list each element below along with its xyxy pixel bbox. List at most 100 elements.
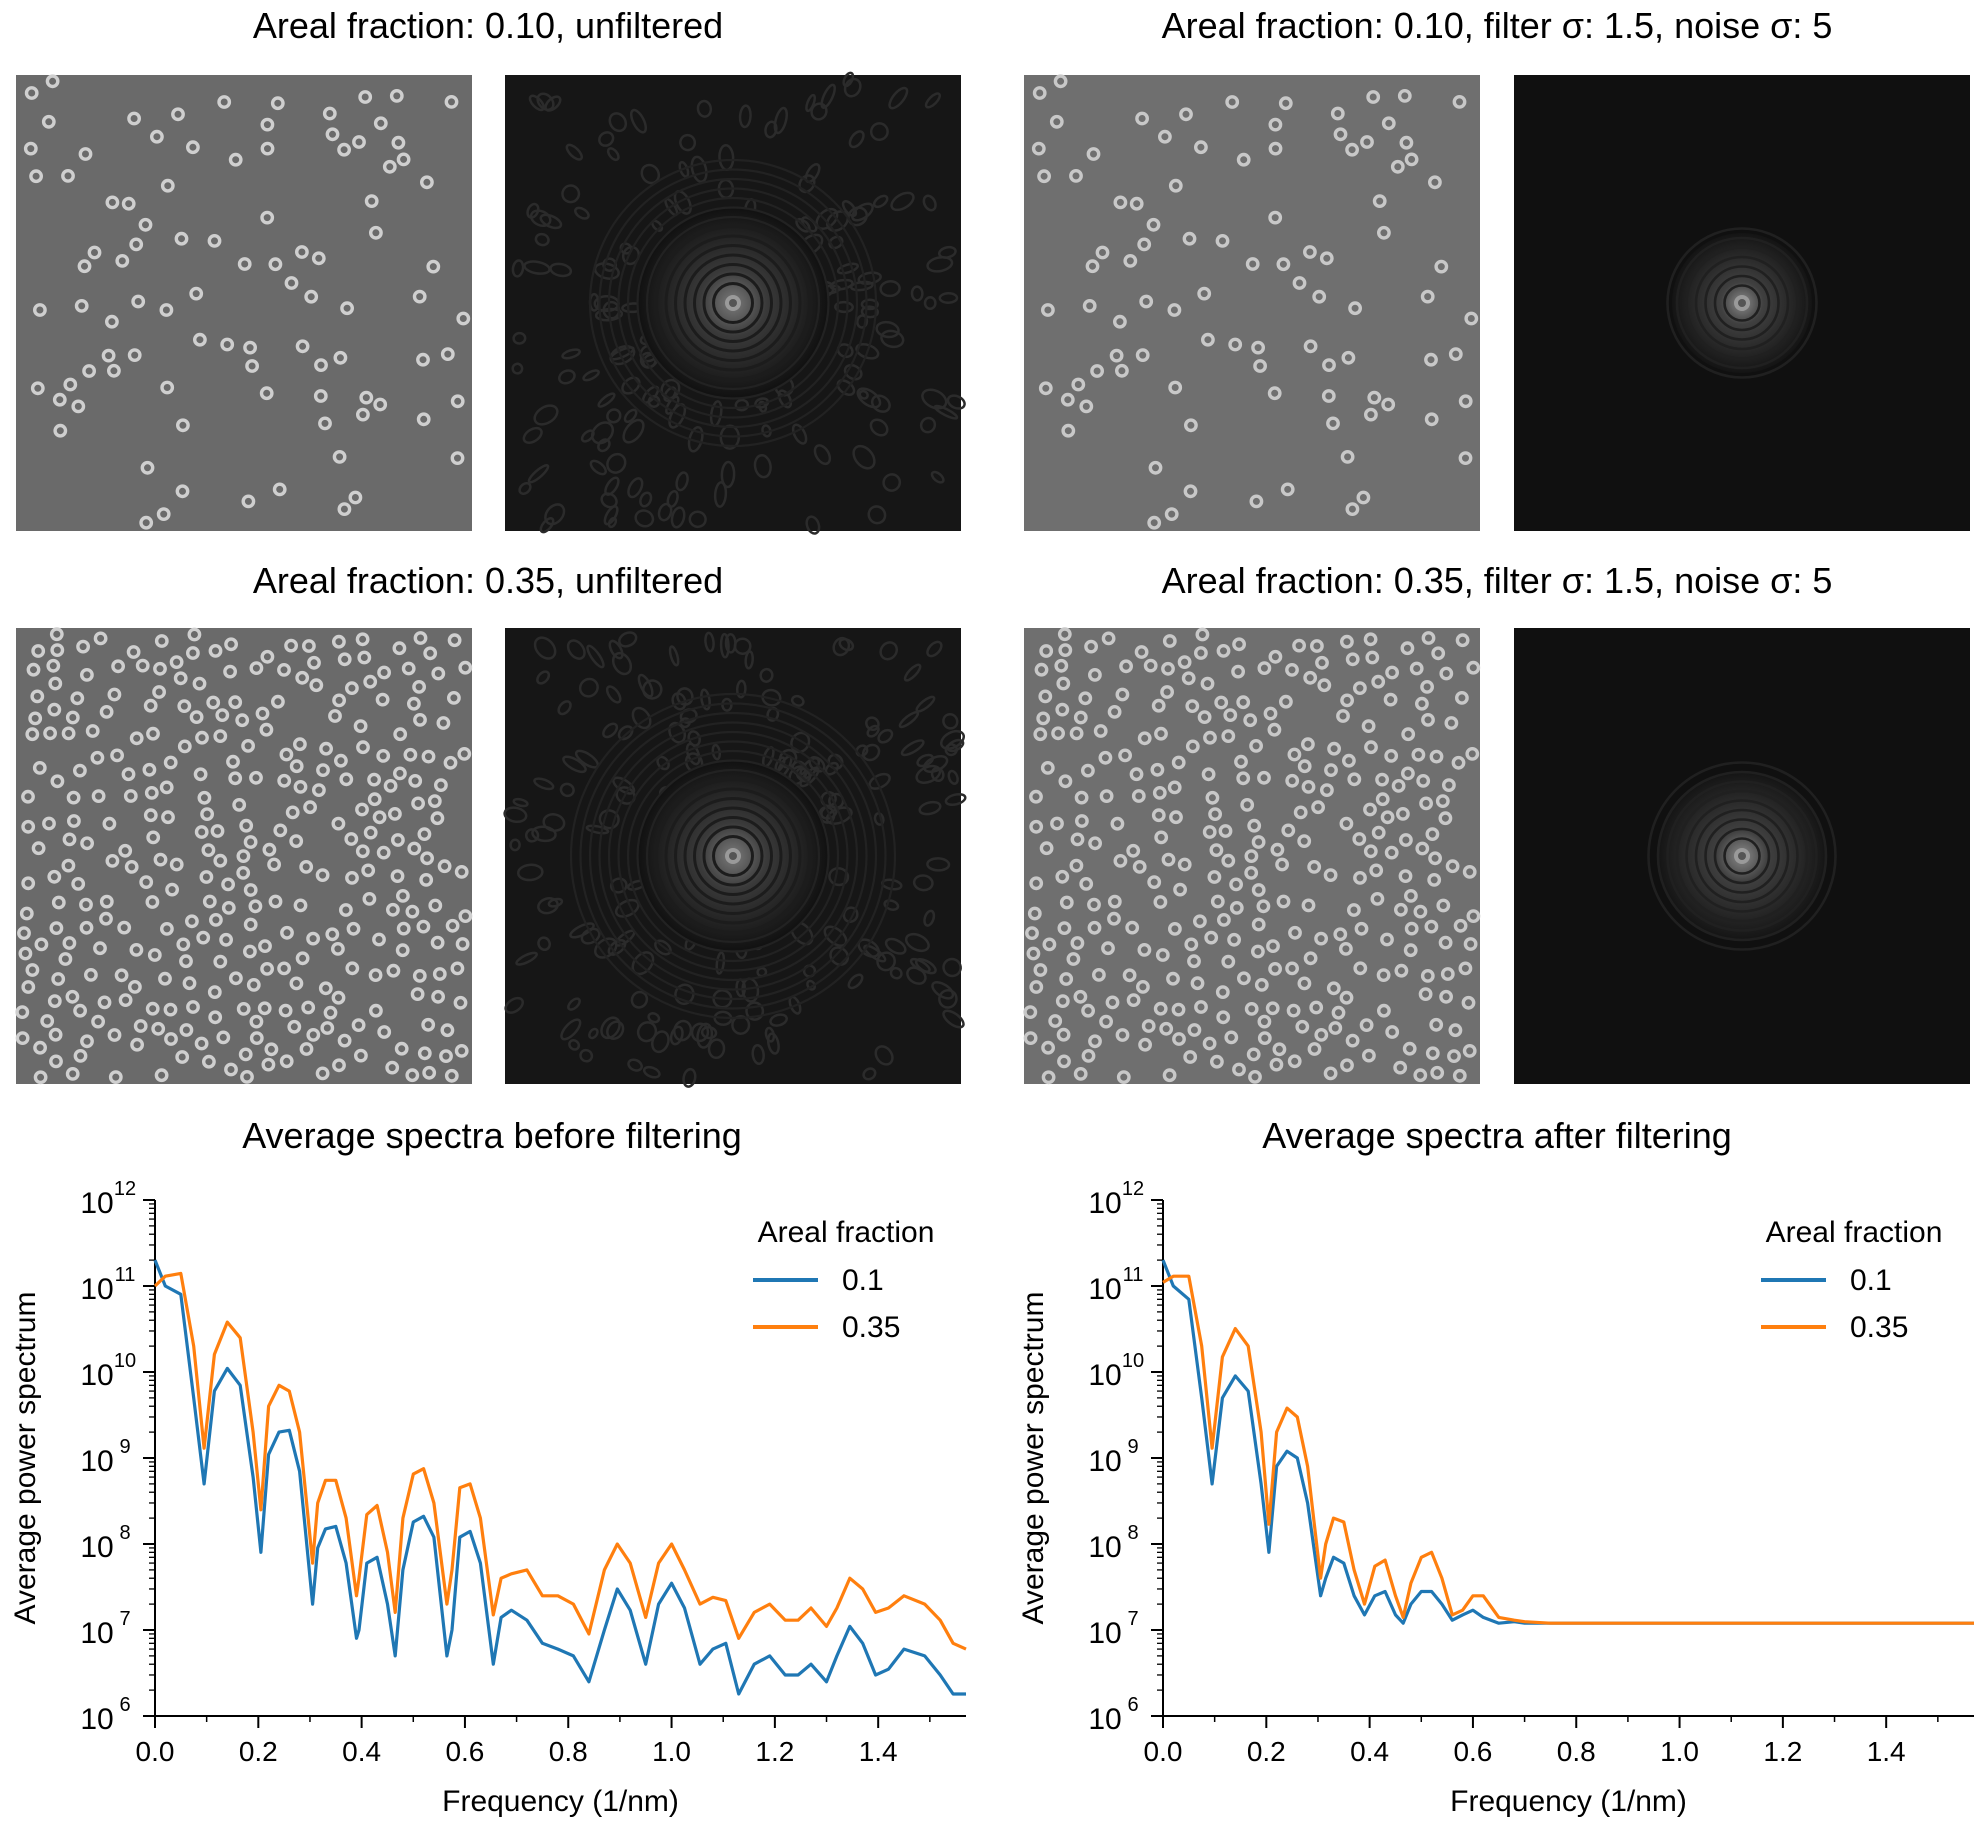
particle: [1363, 844, 1378, 859]
particle: [1394, 902, 1408, 917]
fft-speckle: [673, 1019, 693, 1042]
particle: [1430, 1065, 1445, 1080]
particle: [174, 231, 189, 246]
fft-speckle: [578, 677, 599, 698]
particle: [1401, 727, 1416, 742]
particle: [139, 875, 154, 889]
fft-speckle: [671, 692, 687, 711]
particle: [450, 961, 465, 976]
particle: [1053, 74, 1068, 89]
particle: [260, 141, 275, 156]
particle: [332, 693, 346, 708]
fft-speckle: [944, 793, 967, 806]
particle: [1311, 800, 1326, 815]
particle-image-0.10-filtered: [1024, 74, 1480, 531]
particle: [1399, 135, 1414, 150]
particle: [439, 1049, 453, 1064]
particle: [241, 494, 256, 509]
particle: [272, 482, 287, 497]
particle: [1137, 237, 1152, 252]
particle: [268, 894, 283, 909]
particle: [74, 298, 89, 313]
fft-speckle: [923, 295, 937, 311]
particle: [444, 95, 459, 109]
particle: [1385, 1025, 1400, 1039]
fft-speckle: [557, 700, 572, 716]
particle: [130, 1037, 145, 1052]
particle: [1087, 897, 1101, 912]
fft-speckle: [946, 394, 966, 410]
fft-speckle: [590, 421, 615, 445]
particle: [1169, 810, 1183, 825]
particle: [1129, 767, 1144, 782]
fft-ring: [626, 196, 840, 410]
particle: [1345, 142, 1360, 157]
particle: [1162, 634, 1177, 648]
fft-center-dot: [729, 852, 737, 860]
particle: [1221, 729, 1236, 743]
particle: [1420, 969, 1435, 983]
particle: [1071, 377, 1086, 392]
fft-speckle: [865, 716, 880, 732]
particle: [1421, 631, 1436, 645]
fft-speckle: [609, 877, 628, 894]
chart-title-after: Average spectra after filtering: [1262, 1115, 1732, 1156]
particle: [1397, 89, 1412, 103]
x-tick-label: 0.2: [1247, 1736, 1286, 1767]
particle: [1360, 135, 1374, 149]
particle: [1093, 724, 1108, 738]
particle: [1340, 1058, 1354, 1073]
particle: [295, 339, 310, 354]
particle: [1314, 931, 1329, 946]
fft-ring: [655, 225, 811, 381]
fft-speckle: [910, 285, 924, 302]
particle: [1267, 386, 1282, 401]
particle: [1404, 889, 1418, 903]
particle: [377, 1025, 392, 1039]
particle: [42, 816, 56, 831]
fft-speckle: [588, 1027, 599, 1040]
particle: [1107, 705, 1122, 719]
particle: [1362, 1048, 1376, 1063]
particle: [430, 935, 445, 950]
particle: [1246, 1047, 1261, 1062]
particle: [93, 941, 107, 956]
particle: [337, 1033, 352, 1048]
y-tick-exponent: 7: [119, 1608, 130, 1630]
particle: [433, 778, 448, 792]
particle: [1092, 968, 1106, 982]
particle: [1027, 906, 1042, 921]
particle: [1418, 987, 1433, 1001]
particle: [1138, 1037, 1153, 1052]
particle: [1438, 935, 1453, 950]
particle: [91, 789, 106, 803]
particle: [1286, 1003, 1301, 1018]
y-tick-label: 10: [1088, 1531, 1121, 1564]
particle: [1113, 854, 1128, 868]
particle: [373, 116, 388, 131]
particle: [359, 390, 374, 405]
particle: [249, 1031, 264, 1046]
fft-speckle: [580, 429, 595, 443]
fft-speckle: [608, 112, 628, 133]
fft-speckle: [930, 766, 945, 783]
fft-speckle: [829, 278, 854, 291]
particle: [307, 655, 321, 670]
particle: [1409, 661, 1424, 676]
fft-ring: [1713, 827, 1771, 885]
y-tick-exponent: 6: [119, 1694, 130, 1716]
particle: [1297, 759, 1312, 774]
fft-speckle: [838, 637, 855, 652]
fft-speckle: [608, 639, 624, 660]
particle: [1327, 741, 1342, 756]
fft-speckle: [715, 951, 726, 975]
particle: [1153, 1001, 1168, 1016]
fft-ring: [645, 215, 821, 391]
particle: [328, 709, 342, 723]
fft-ring: [626, 749, 840, 963]
particle: [206, 695, 221, 710]
particle: [117, 920, 132, 935]
particle: [159, 922, 174, 936]
particle: [1400, 641, 1415, 656]
